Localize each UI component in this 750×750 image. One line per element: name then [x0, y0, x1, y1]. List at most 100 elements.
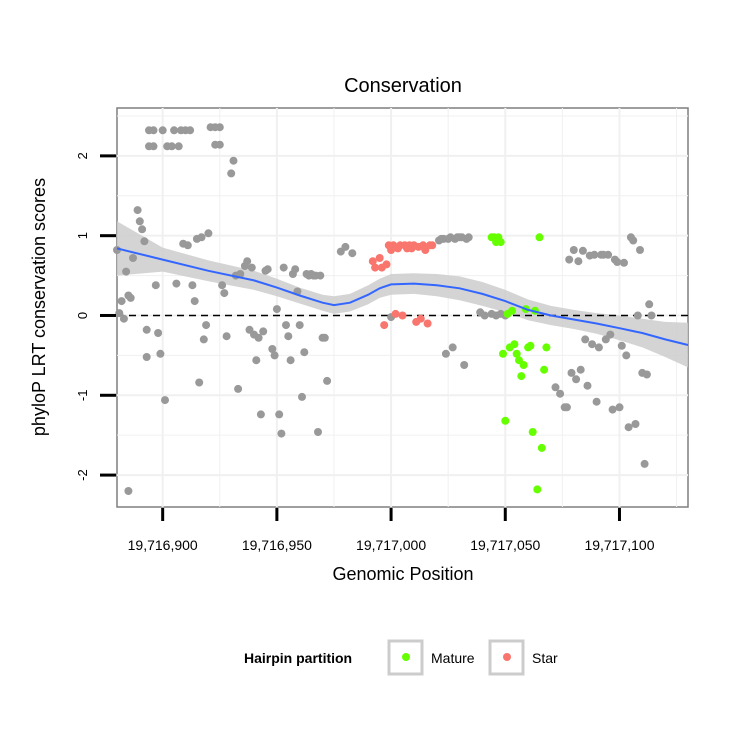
- data-point-other: [556, 389, 565, 398]
- data-point-star: [371, 263, 380, 272]
- data-point-other: [636, 246, 644, 254]
- data-point-other: [291, 265, 300, 274]
- legend: Hairpin partition Mature Star: [244, 639, 558, 676]
- data-point-other: [122, 267, 131, 276]
- data-point-other: [588, 340, 597, 349]
- data-point-other: [247, 263, 256, 272]
- data-point-other: [254, 333, 263, 342]
- data-point-star: [380, 321, 389, 330]
- data-point-star: [391, 309, 400, 318]
- data-point-other: [341, 242, 350, 251]
- chart-title: Conservation: [344, 75, 462, 97]
- legend-label-mature: Mature: [431, 650, 475, 666]
- data-point-other: [562, 403, 571, 412]
- smooth-curve: [116, 247, 689, 346]
- data-point-other: [263, 265, 272, 274]
- data-point-other: [133, 206, 142, 215]
- data-point-other: [119, 314, 128, 323]
- data-point-other: [149, 126, 158, 135]
- data-point-other: [617, 341, 626, 350]
- data-point-star: [428, 241, 437, 250]
- data-point-other: [215, 123, 224, 132]
- data-point-other: [138, 225, 147, 234]
- data-point-other: [642, 370, 651, 379]
- data-point-mature: [519, 361, 528, 369]
- data-point-other: [234, 384, 243, 393]
- data-point-other: [190, 297, 199, 306]
- data-point-other: [202, 321, 211, 330]
- data-point-other: [243, 257, 252, 266]
- data-point-mature: [496, 238, 505, 247]
- data-point-other: [316, 271, 325, 280]
- data-point-other: [220, 289, 229, 298]
- data-point-other: [279, 263, 288, 272]
- data-point-other: [295, 321, 304, 330]
- data-point-other: [608, 405, 617, 414]
- data-point-other: [583, 381, 592, 390]
- legend-dot-star: [503, 653, 511, 661]
- data-point-other: [183, 241, 192, 250]
- data-point-mature: [540, 365, 549, 374]
- data-point-other: [298, 392, 306, 401]
- data-point-other: [606, 330, 615, 339]
- data-point-other: [204, 229, 213, 238]
- legend-title: Hairpin partition: [244, 650, 352, 666]
- x-tick-label: 19,717,050: [470, 537, 540, 553]
- data-point-other: [448, 343, 457, 352]
- data-point-other: [275, 410, 284, 419]
- data-point-star: [375, 254, 384, 262]
- data-point-mature: [542, 343, 551, 352]
- x-axis-label: Genomic Position: [332, 564, 473, 584]
- data-point-other: [480, 311, 489, 320]
- x-tick-label: 19,717,100: [584, 537, 654, 553]
- data-point-other: [594, 343, 603, 352]
- data-point-other: [624, 423, 633, 432]
- data-point-other: [158, 126, 167, 135]
- data-point-other: [229, 156, 238, 165]
- data-point-other: [170, 126, 179, 135]
- data-point-mature: [501, 416, 510, 425]
- data-point-other: [572, 375, 581, 384]
- data-point-other: [314, 428, 322, 436]
- data-point-other: [272, 305, 281, 314]
- data-point-other: [320, 333, 329, 342]
- data-point-other: [300, 348, 309, 357]
- data-point-other: [604, 250, 613, 259]
- data-point-star: [368, 257, 377, 266]
- axes: 19,716,900 19,716,950 19,717,000 19,717,050…: [75, 152, 655, 553]
- data-point-other: [256, 410, 265, 419]
- y-tick-label: 1: [75, 232, 90, 239]
- data-point-other: [590, 250, 599, 259]
- data-point-other: [172, 279, 181, 288]
- data-point-other: [126, 293, 135, 302]
- data-point-other: [142, 325, 151, 334]
- data-point-other: [348, 249, 357, 258]
- y-tick-label: 2: [75, 152, 90, 159]
- data-point-other: [218, 281, 227, 290]
- data-point-mature: [510, 340, 519, 349]
- data-point-other: [567, 368, 576, 377]
- data-point-other: [551, 383, 560, 392]
- data-point-mature: [499, 349, 507, 358]
- data-point-other: [268, 345, 277, 353]
- data-point-mature: [512, 349, 521, 358]
- data-point-other: [286, 356, 295, 365]
- data-point-other: [576, 365, 585, 374]
- y-tick-label: -2: [75, 469, 90, 481]
- grid: [117, 108, 688, 507]
- data-point-other: [620, 258, 628, 267]
- data-point-other: [270, 351, 279, 360]
- y-tick-label: -1: [75, 390, 90, 402]
- data-point-star: [382, 260, 391, 269]
- data-point-other: [156, 349, 165, 358]
- legend-label-star: Star: [532, 650, 558, 666]
- data-point-other: [441, 349, 450, 358]
- data-point-other: [115, 309, 124, 318]
- data-point-other: [142, 353, 151, 361]
- data-point-other: [140, 237, 149, 246]
- data-point-other: [640, 459, 649, 468]
- legend-dot-mature: [402, 653, 410, 661]
- data-point-other: [647, 311, 656, 320]
- data-point-other: [215, 140, 224, 149]
- data-point-other: [613, 258, 622, 266]
